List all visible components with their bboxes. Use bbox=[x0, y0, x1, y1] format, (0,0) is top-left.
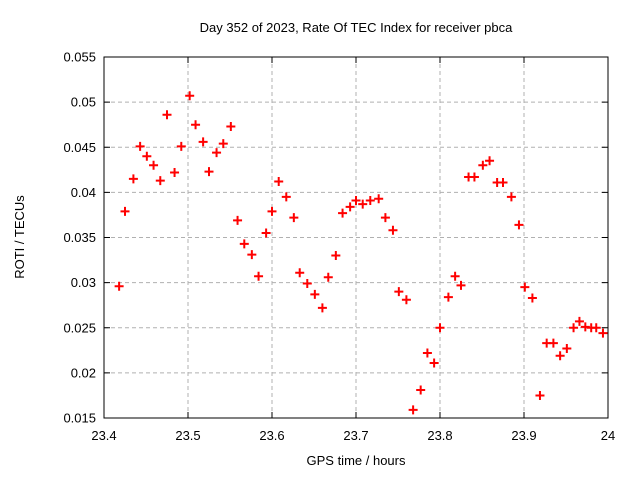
data-point bbox=[120, 206, 130, 216]
data-point bbox=[443, 292, 453, 302]
data-point bbox=[198, 137, 208, 147]
y-tick-label: 0.04 bbox=[71, 185, 96, 200]
data-point bbox=[226, 121, 236, 131]
y-tick-label: 0.025 bbox=[63, 320, 96, 335]
data-point bbox=[422, 348, 432, 358]
data-point bbox=[394, 287, 404, 297]
y-tick-label: 0.05 bbox=[71, 95, 96, 110]
data-point bbox=[569, 323, 579, 333]
data-point bbox=[591, 323, 601, 333]
data-point bbox=[351, 195, 361, 205]
data-point bbox=[295, 268, 305, 278]
data-point bbox=[261, 228, 271, 238]
data-point bbox=[233, 215, 243, 225]
data-point bbox=[128, 174, 138, 184]
data-point bbox=[555, 351, 565, 361]
data-point bbox=[456, 280, 466, 290]
data-point bbox=[365, 195, 375, 205]
data-point bbox=[574, 316, 584, 326]
data-point bbox=[535, 390, 545, 400]
y-tick-label: 0.035 bbox=[63, 230, 96, 245]
y-tick-label: 0.055 bbox=[63, 50, 96, 65]
data-point bbox=[345, 202, 355, 212]
data-point bbox=[162, 110, 172, 120]
data-point bbox=[520, 282, 530, 292]
y-tick-label: 0.03 bbox=[71, 275, 96, 290]
data-point bbox=[289, 213, 299, 223]
data-point bbox=[176, 141, 186, 151]
data-point bbox=[514, 220, 524, 230]
data-point bbox=[302, 279, 312, 289]
data-point bbox=[469, 172, 479, 182]
data-point bbox=[317, 303, 327, 313]
y-tick-label: 0.045 bbox=[63, 140, 96, 155]
data-point bbox=[204, 167, 214, 177]
data-point bbox=[185, 91, 195, 101]
data-point bbox=[254, 271, 264, 281]
x-tick-label: 23.6 bbox=[259, 428, 284, 443]
data-point bbox=[142, 151, 152, 161]
data-point bbox=[485, 156, 495, 166]
x-axis-label: GPS time / hours bbox=[306, 453, 406, 468]
data-point bbox=[380, 213, 390, 223]
x-tick-label: 24 bbox=[601, 428, 615, 443]
data-point bbox=[358, 199, 368, 209]
data-point bbox=[435, 323, 445, 333]
data-point bbox=[478, 160, 488, 170]
data-point bbox=[416, 385, 426, 395]
data-point bbox=[247, 250, 257, 260]
data-point bbox=[212, 148, 222, 158]
data-point bbox=[218, 139, 228, 149]
data-point bbox=[191, 120, 201, 130]
data-point bbox=[267, 206, 277, 216]
data-point bbox=[388, 225, 398, 235]
data-point bbox=[170, 168, 180, 178]
data-point bbox=[506, 192, 516, 202]
y-tick-label: 0.015 bbox=[63, 411, 96, 426]
data-point bbox=[274, 177, 284, 187]
data-point bbox=[429, 358, 439, 368]
y-tick-label: 0.02 bbox=[71, 365, 96, 380]
data-point bbox=[548, 338, 558, 348]
data-point bbox=[135, 141, 145, 151]
data-point bbox=[155, 176, 165, 186]
data-point bbox=[281, 192, 291, 202]
data-point bbox=[527, 293, 537, 303]
data-point bbox=[450, 271, 460, 281]
x-tick-label: 23.8 bbox=[427, 428, 452, 443]
data-point bbox=[374, 194, 384, 204]
data-point bbox=[331, 251, 341, 261]
data-point bbox=[310, 289, 320, 299]
data-point bbox=[338, 208, 348, 218]
data-point bbox=[114, 281, 124, 291]
chart-title: Day 352 of 2023, Rate Of TEC Index for r… bbox=[199, 20, 513, 35]
data-point bbox=[149, 160, 159, 170]
data-point bbox=[239, 239, 249, 249]
y-axis-label: ROTI / TECUs bbox=[12, 195, 27, 279]
x-tick-label: 23.9 bbox=[511, 428, 536, 443]
data-point bbox=[598, 328, 608, 338]
data-point bbox=[562, 344, 572, 354]
data-point bbox=[323, 272, 333, 282]
data-point bbox=[408, 405, 418, 415]
x-tick-label: 23.4 bbox=[91, 428, 116, 443]
x-tick-label: 23.7 bbox=[343, 428, 368, 443]
data-point bbox=[401, 295, 411, 305]
data-point bbox=[498, 177, 508, 187]
x-tick-label: 23.5 bbox=[175, 428, 200, 443]
